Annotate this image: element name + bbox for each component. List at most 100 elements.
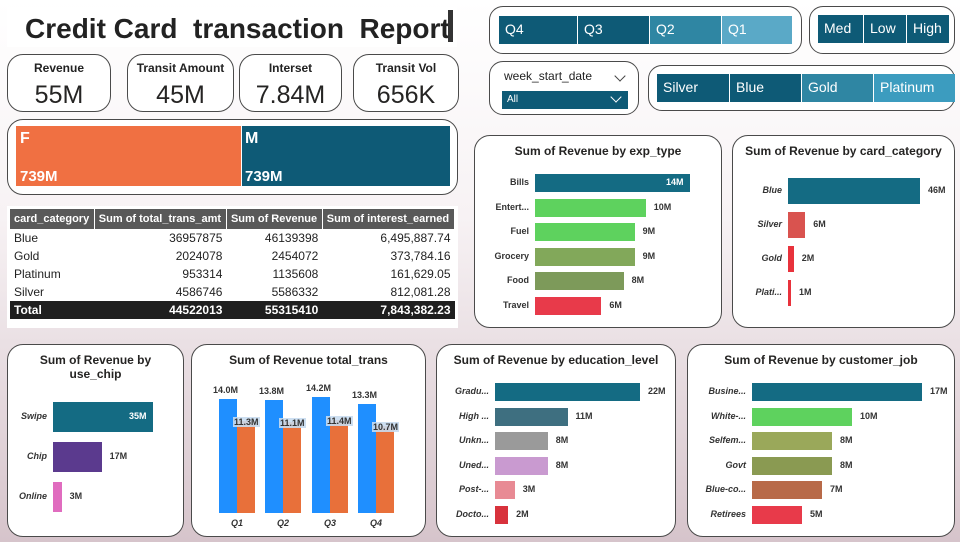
kpi-revenue: Revenue 55M [7,54,111,112]
bar[interactable] [495,505,509,524]
income-slicer: Med Low High [809,6,955,54]
data-label: 8M [840,459,853,470]
column-header[interactable]: Sum of interest_earned [322,209,456,229]
column-bar[interactable] [376,425,394,513]
table-row[interactable]: Silver 4586746 5586332 812,081.28 [10,283,455,301]
column-bar[interactable] [312,397,330,513]
kpi-label: Transit Vol [375,61,437,75]
column-bar[interactable] [237,420,255,513]
bar[interactable] [535,296,602,315]
bar[interactable] [752,456,832,475]
category-label: Online [18,491,47,501]
income-option-low[interactable]: Low [864,15,906,43]
table-cell: 2454072 [271,249,319,263]
week-slicer-dropdown[interactable]: All [502,91,628,109]
bar[interactable] [535,174,690,192]
column-bar[interactable] [358,404,376,513]
column-header[interactable]: Sum of total_trans_amt [94,209,227,229]
kpi-interest: Interset 7.84M [239,54,342,112]
category-label: Unkn... [458,435,489,445]
bar[interactable] [495,481,515,499]
gender-split-card: F 739M M 739M [7,119,458,195]
category-label: Food [507,275,529,285]
bar[interactable] [495,432,548,450]
bar[interactable] [53,402,153,432]
bar[interactable] [535,272,624,290]
category-option-platinum[interactable]: Platinum [874,74,955,102]
category-label: Swipe [20,411,47,421]
bar[interactable] [53,482,62,512]
data-label: 11.4M [326,415,353,426]
table-total-row: Total 44522013 55315410 7,843,382.23 [10,301,455,319]
data-label: 17M [109,451,128,461]
bar[interactable] [752,505,802,524]
bar[interactable] [535,198,646,217]
gender-segment-f[interactable]: F 739M [16,126,241,186]
table-row[interactable]: Blue 36957875 46139398 6,495,887.74 [10,229,455,247]
data-label: 10.7M [372,421,400,432]
bar[interactable] [535,247,635,266]
column-bar[interactable] [219,398,237,513]
column-header[interactable]: card_category [10,209,95,229]
data-label: 11.3M [233,416,260,427]
data-label: 22M [648,386,666,396]
category-label: Grocery [494,250,529,261]
chart-title: Sum of Revenue by use_chip [39,353,152,381]
category-option-gold[interactable]: Gold [802,74,873,102]
table-row[interactable]: Gold 2024078 2454072 373,784.16 [10,247,455,265]
bar[interactable] [535,223,635,241]
data-label: 8M [555,435,569,445]
bar[interactable] [752,407,852,426]
bar[interactable] [788,178,920,204]
table-cell: 4586746 [175,285,223,299]
category-label: Selfem... [708,435,746,445]
week-slicer-label: week_start_date [504,69,593,83]
bar[interactable] [752,432,832,450]
gender-segment-m[interactable]: M 739M [242,126,450,186]
gender-value: 739M [20,168,58,185]
table-cell: 373,784.16 [390,249,451,263]
category-label: Gold [761,253,783,263]
category-label: Govt [725,459,746,470]
data-label: 11.1M [279,418,306,429]
bar[interactable] [788,246,794,272]
table-cell: 161,629.05 [390,267,451,281]
bar[interactable] [752,383,922,401]
data-label: 2M [516,508,529,519]
table-cell: 46139398 [264,231,319,245]
kpi-transit-vol: Transit Vol 656K [353,54,459,112]
column-bar[interactable] [283,422,301,513]
kpi-label: Transit Amount [136,61,225,75]
chart-revenue-by-card-category: Sum of Revenue by card_category Blue 46M S… [732,135,955,328]
quarter-slicer: Q4 Q3 Q2 Q1 [489,6,802,54]
category-option-silver[interactable]: Silver [657,74,729,102]
column-bar[interactable] [330,419,348,513]
column-bar[interactable] [265,400,283,513]
bar[interactable] [53,442,102,472]
bar[interactable] [788,212,806,238]
income-option-high[interactable]: High [907,15,949,43]
week-slicer-value: All [507,94,519,105]
chart-title: Sum of Revenue by education_level [453,353,659,367]
bar[interactable] [495,383,640,401]
chart-title: Sum of Revenue by exp_type [514,144,682,158]
bar[interactable] [495,407,568,426]
table-header-row: card_category Sum of total_trans_amt Sum… [10,209,456,229]
chevron-down-icon[interactable] [614,70,626,82]
quarter-option-q4[interactable]: Q4 [499,16,577,44]
table-row[interactable]: Platinum 953314 1135608 161,629.05 [10,265,455,283]
quarter-option-q2[interactable]: Q2 [650,16,721,44]
category-option-blue[interactable]: Blue [730,74,801,102]
kpi-value: 656K [376,81,436,109]
kpi-label: Revenue [33,61,85,75]
data-label: 14.2M [306,383,332,393]
quarter-option-q3[interactable]: Q3 [578,16,649,44]
income-option-med[interactable]: Med [818,15,863,43]
quarter-option-q1[interactable]: Q1 [722,16,792,44]
kpi-value: 45M [156,81,205,109]
bar[interactable] [752,481,822,499]
column-header[interactable]: Sum of Revenue [226,209,323,229]
bar[interactable] [788,280,791,306]
bar[interactable] [495,456,548,475]
data-label: 8M [840,435,853,445]
